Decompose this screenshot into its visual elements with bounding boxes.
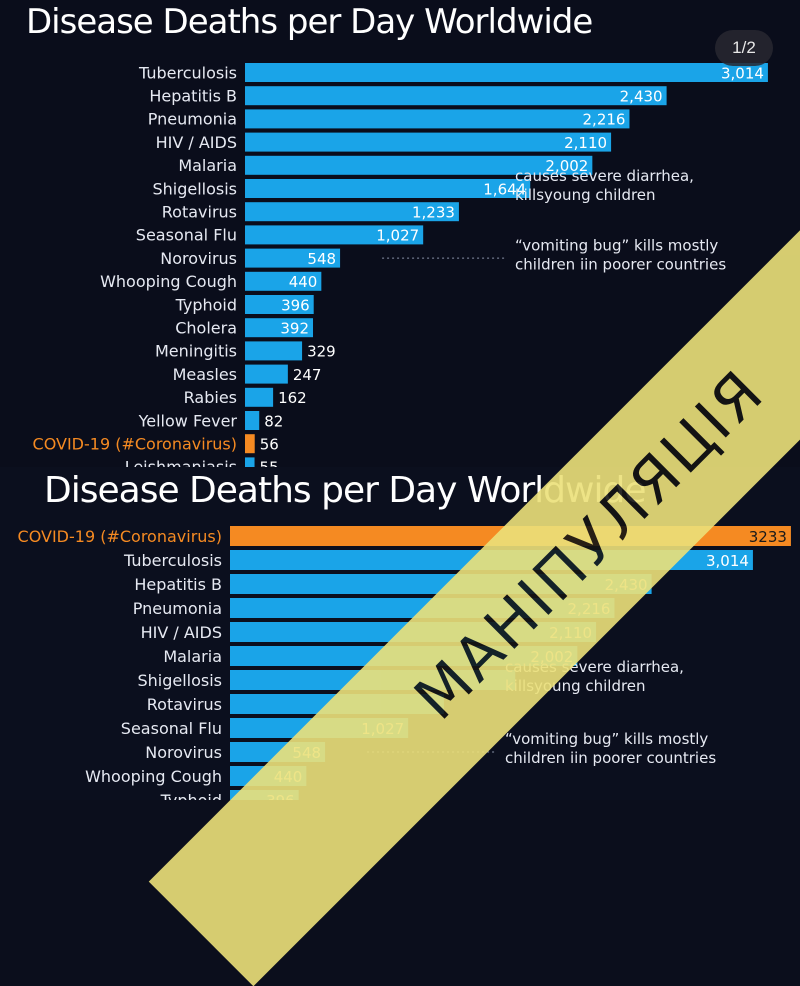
bar-chart-top: Tuberculosis 3,014 Hepatitis B 2,430 Pneumon… xyxy=(33,63,768,470)
value-label-covid-19-coronavirus: 3233 xyxy=(749,528,787,546)
bar-shigellosis xyxy=(245,179,531,198)
bar-cholera xyxy=(245,318,314,338)
category-label-yellow-fever: Yellow Fever xyxy=(138,411,238,430)
annotation-norovirus-line-1: “vomiting bug” kills mostly xyxy=(515,237,718,255)
annotation-norovirus-line-2: children iin poorer countries xyxy=(505,749,716,767)
value-label-tuberculosis: 3,014 xyxy=(721,64,764,82)
category-label-hepatitis-b: Hepatitis B xyxy=(149,86,237,105)
category-label-shigellosis: Shigellosis xyxy=(137,671,222,690)
bar-pneumonia xyxy=(245,109,630,129)
category-label-pneumonia: Pneumonia xyxy=(148,110,237,129)
bar-rabies xyxy=(245,387,274,407)
category-label-measles: Measles xyxy=(173,365,237,384)
category-label-tuberculosis: Tuberculosis xyxy=(123,551,222,570)
category-label-whooping-cough: Whooping Cough xyxy=(85,767,222,786)
value-label-covid-19-coronavirus: 56 xyxy=(260,435,279,453)
value-label-typhoid: 396 xyxy=(281,296,310,314)
category-label-seasonal-flu: Seasonal Flu xyxy=(121,719,222,738)
category-label-malaria: Malaria xyxy=(163,647,222,666)
value-label-norovirus: 548 xyxy=(307,250,336,268)
category-label-hepatitis-b: Hepatitis B xyxy=(134,575,222,594)
value-label-yellow-fever: 82 xyxy=(264,412,283,430)
bar-yellow-fever xyxy=(245,411,260,430)
category-label-hiv-aids: HIV / AIDS xyxy=(141,623,222,642)
value-label-rotavirus: 1,233 xyxy=(412,203,455,221)
category-label-rotavirus: Rotavirus xyxy=(162,202,237,221)
category-label-seasonal-flu: Seasonal Flu xyxy=(136,226,237,245)
value-label-seasonal-flu: 1,027 xyxy=(376,227,419,245)
category-label-shigellosis: Shigellosis xyxy=(152,179,237,198)
category-label-norovirus: Norovirus xyxy=(145,743,222,762)
annotation-norovirus-line-1: “vomiting bug” kills mostly xyxy=(505,730,708,748)
bar-covid-19-coronavirus xyxy=(245,434,255,454)
bar-typhoid xyxy=(245,295,314,314)
bar-hiv-aids xyxy=(245,132,612,152)
category-label-cholera: Cholera xyxy=(175,318,237,337)
bar-whooping-cough xyxy=(245,271,322,291)
category-label-norovirus: Norovirus xyxy=(160,249,237,268)
value-label-tuberculosis: 3,014 xyxy=(706,552,749,570)
bar-malaria xyxy=(245,155,593,175)
chart-panel-top: Disease Deaths per Day Worldwide Tubercu… xyxy=(0,0,800,470)
value-label-measles: 247 xyxy=(293,366,322,384)
bar-leishmaniasis xyxy=(245,457,255,470)
value-label-hepatitis-b: 2,430 xyxy=(620,87,663,105)
annotation-shigellosis-line-1: causes severe diarrhea, xyxy=(515,167,694,185)
bar-tuberculosis xyxy=(245,63,768,82)
category-label-meningitis: Meningitis xyxy=(155,342,237,361)
category-label-whooping-cough: Whooping Cough xyxy=(100,272,237,291)
bar-seasonal-flu xyxy=(245,225,424,245)
value-label-rabies: 162 xyxy=(278,389,307,407)
value-label-whooping-cough: 440 xyxy=(289,273,318,291)
category-label-pneumonia: Pneumonia xyxy=(133,599,222,618)
value-label-pneumonia: 2,216 xyxy=(583,111,626,129)
category-label-covid-19-coronavirus: COVID-19 (#Coronavirus) xyxy=(33,434,237,453)
bar-measles xyxy=(245,364,288,384)
value-label-cholera: 392 xyxy=(280,319,309,337)
category-label-rotavirus: Rotavirus xyxy=(147,695,222,714)
slide-counter-badge[interactable]: 1/2 xyxy=(715,30,773,66)
category-label-malaria: Malaria xyxy=(178,156,237,175)
category-label-typhoid: Typhoid xyxy=(175,295,237,314)
value-label-leishmaniasis: 55 xyxy=(260,459,279,470)
value-label-meningitis: 329 xyxy=(307,343,336,361)
value-label-malaria: 2,002 xyxy=(545,157,588,175)
category-label-leishmaniasis: Leishmaniasis xyxy=(125,458,237,470)
value-label-shigellosis: 1,644 xyxy=(483,180,526,198)
category-label-typhoid: Typhoid xyxy=(160,791,222,800)
category-label-tuberculosis: Tuberculosis xyxy=(138,63,237,82)
bar-norovirus xyxy=(245,248,341,268)
bar-meningitis xyxy=(245,341,303,361)
category-label-hiv-aids: HIV / AIDS xyxy=(156,133,237,152)
annotation-norovirus-line-2: children iin poorer countries xyxy=(515,256,726,274)
value-label-hiv-aids: 2,110 xyxy=(564,134,607,152)
annotation-shigellosis-line-2: killsyoung children xyxy=(515,186,656,204)
category-label-rabies: Rabies xyxy=(184,388,237,407)
chart-title-top: Disease Deaths per Day Worldwide xyxy=(26,2,593,42)
bar-rotavirus xyxy=(245,202,459,222)
category-label-covid-19-coronavirus: COVID-19 (#Coronavirus) xyxy=(18,527,222,546)
bar-hepatitis-b xyxy=(245,86,667,106)
